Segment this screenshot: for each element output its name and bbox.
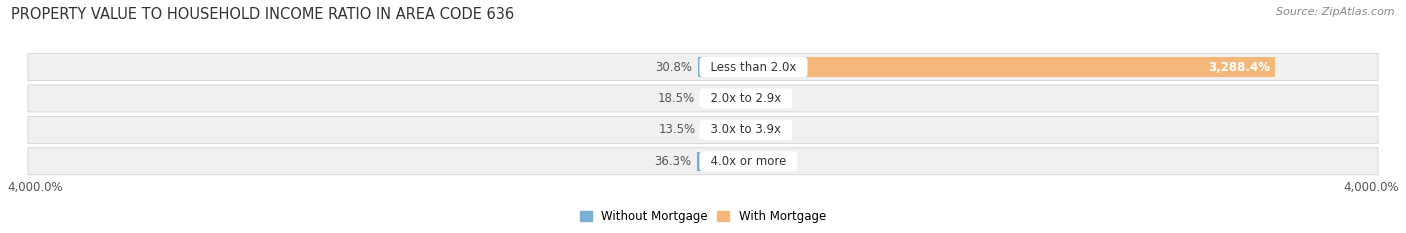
- Text: 38.8%: 38.8%: [716, 92, 752, 105]
- Legend: Without Mortgage, With Mortgage: Without Mortgage, With Mortgage: [581, 210, 825, 223]
- FancyBboxPatch shape: [28, 54, 1378, 81]
- Bar: [700, 89, 703, 108]
- Text: 3.0x to 3.9x: 3.0x to 3.9x: [703, 123, 789, 136]
- Text: 13.2%: 13.2%: [710, 155, 748, 168]
- Text: 4,000.0%: 4,000.0%: [7, 181, 63, 194]
- Bar: [697, 152, 703, 171]
- Bar: [697, 57, 703, 77]
- Text: 4,000.0%: 4,000.0%: [1343, 181, 1399, 194]
- FancyBboxPatch shape: [28, 148, 1378, 175]
- Text: 18.5%: 18.5%: [658, 92, 695, 105]
- Text: 36.3%: 36.3%: [654, 155, 692, 168]
- Text: Less than 2.0x: Less than 2.0x: [703, 61, 804, 74]
- Text: 2.0x to 2.9x: 2.0x to 2.9x: [703, 92, 789, 105]
- Bar: [703, 57, 1275, 77]
- FancyBboxPatch shape: [28, 85, 1378, 112]
- Text: Source: ZipAtlas.com: Source: ZipAtlas.com: [1277, 7, 1395, 17]
- Bar: [703, 120, 709, 140]
- Text: 30.8%: 30.8%: [655, 61, 692, 74]
- FancyBboxPatch shape: [28, 116, 1378, 143]
- Text: 4.0x or more: 4.0x or more: [703, 155, 794, 168]
- Bar: [703, 89, 710, 108]
- Text: 29.1%: 29.1%: [713, 123, 751, 136]
- Text: 3,288.4%: 3,288.4%: [1208, 61, 1270, 74]
- Text: 13.5%: 13.5%: [658, 123, 696, 136]
- Bar: [703, 152, 706, 171]
- Text: PROPERTY VALUE TO HOUSEHOLD INCOME RATIO IN AREA CODE 636: PROPERTY VALUE TO HOUSEHOLD INCOME RATIO…: [11, 7, 515, 22]
- Bar: [700, 120, 703, 140]
